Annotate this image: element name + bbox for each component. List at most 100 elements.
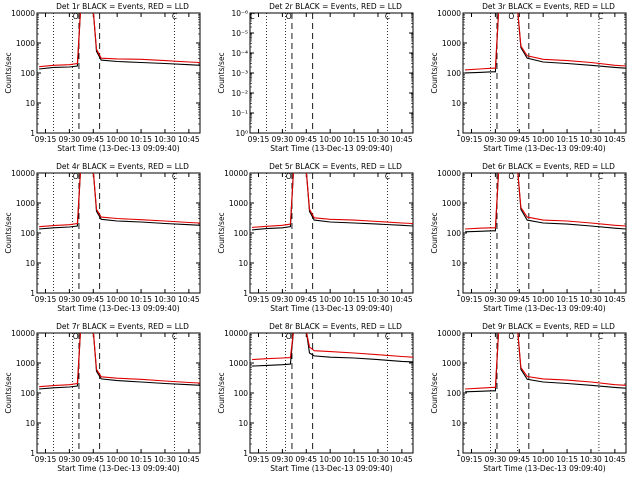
x-axis-label: Start Time (13-Dec-13 09:09:40) (57, 304, 179, 313)
y-tick-label: 100 (21, 229, 36, 238)
x-tick-label: 09:15 (248, 295, 270, 304)
y-tick-label: 10 (238, 259, 248, 268)
x-tick-label: 10:45 (391, 135, 413, 144)
y-tick-label: 10000 (437, 169, 461, 178)
x-tick-label: 10:00 (319, 455, 341, 464)
marker-label: C (385, 12, 390, 21)
x-tick-label: 10:45 (604, 455, 626, 464)
x-tick-label: 10:30 (154, 295, 176, 304)
series-line (252, 173, 413, 231)
x-tick-label: 10:15 (556, 295, 578, 304)
chart-title: Det 4r BLACK = Events, RED = LLD (56, 162, 189, 171)
y-tick-label: 10 (451, 99, 461, 108)
series-line (252, 333, 413, 361)
chart-title: Det 9r BLACK = Events, RED = LLD (482, 322, 615, 331)
y-tick-label: 1 (30, 129, 35, 138)
x-tick-label: 09:30 (272, 295, 294, 304)
plot-frame (462, 172, 627, 294)
chart-title: Det 7r BLACK = Events, RED = LLD (56, 322, 189, 331)
chart-panel: Det 3r BLACK = Events, RED = LLD 10000 10 0… (430, 2, 627, 153)
x-tick-label: 10:45 (604, 135, 626, 144)
series-line (465, 13, 626, 74)
y-tick-label: 100 (21, 69, 36, 78)
chart-panel: Det 7r BLACK = Events, RED = LLD10000100… (4, 322, 201, 473)
x-tick-label: 10:15 (556, 455, 578, 464)
x-tick-label: 09:45 (295, 455, 317, 464)
y-tick-label: 10000 (11, 169, 35, 178)
x-tick-label: 09:45 (508, 455, 530, 464)
x-tick-label: 10:30 (580, 455, 602, 464)
y-tick-label: 100 (447, 389, 462, 398)
x-tick-label: 09:45 (295, 295, 317, 304)
x-tick-label: 10:30 (580, 295, 602, 304)
y-tick-label: 10⁻² (231, 89, 248, 98)
x-tick-label: 10:00 (532, 295, 554, 304)
marker-label: O (508, 332, 514, 341)
x-axis-label: Start Time (13-Dec-13 09:09:40) (270, 144, 392, 153)
plot-frame (249, 172, 414, 294)
y-axis-label: Counts/sec (217, 52, 226, 93)
plot-frame (249, 12, 414, 134)
y-tick-label: 10 (25, 419, 35, 428)
x-tick-label: 09:45 (82, 295, 104, 304)
chart-title: Det 3r BLACK = Events, RED = LLD (482, 2, 615, 11)
chart-title: Det 1r BLACK = Events, RED = LLD (56, 2, 189, 11)
marker-label: O (286, 172, 292, 181)
y-tick-label: 1 (30, 449, 35, 458)
y-tick-label: 10000 (224, 329, 248, 338)
x-tick-label: 10:45 (178, 295, 200, 304)
plot-frame (462, 12, 627, 134)
series-line (465, 333, 626, 390)
marker-label: O (73, 172, 79, 181)
x-tick-label: 09:45 (508, 295, 530, 304)
y-tick-label: 10 (25, 259, 35, 268)
x-tick-label: 10:15 (130, 295, 152, 304)
marker-label: C (249, 12, 254, 21)
x-tick-label: 09:45 (295, 135, 317, 144)
y-tick-label: 10⁻¹ (231, 109, 248, 118)
y-tick-label: 10000 (437, 329, 461, 338)
x-tick-label: 10:30 (367, 295, 389, 304)
chart-title: Det 8r BLACK = Events, RED = LLD (269, 322, 402, 331)
plot-frame (36, 172, 201, 294)
y-tick-label: 10000 (437, 9, 461, 18)
x-tick-label: 09:30 (485, 135, 507, 144)
x-tick-label: 10:45 (604, 295, 626, 304)
y-tick-label: 1 (456, 289, 461, 298)
chart-panel: Det 5r BLACK = Events, RED = LLD10000100… (217, 162, 414, 313)
y-tick-label: 1000 (229, 359, 248, 368)
y-axis-label: Counts/sec (430, 52, 439, 93)
marker-label: C (598, 12, 603, 21)
series-line (465, 333, 626, 393)
series-line (39, 333, 200, 388)
x-tick-label: 10:00 (106, 455, 128, 464)
y-tick-label: 10 (238, 419, 248, 428)
y-tick-label: 10⁻⁶ (231, 9, 248, 18)
x-tick-label: 10:15 (343, 135, 365, 144)
y-tick-label: 100 (21, 389, 36, 398)
y-axis-label: Counts/sec (217, 212, 226, 253)
marker-label: C (385, 332, 390, 341)
marker-label: C (385, 172, 390, 181)
series-line (465, 173, 626, 230)
y-tick-label: 100 (447, 229, 462, 238)
y-axis-label: Counts/sec (217, 372, 226, 413)
x-tick-label: 09:30 (485, 455, 507, 464)
series-line (252, 333, 413, 367)
y-tick-label: 10000 (11, 329, 35, 338)
x-tick-label: 09:30 (59, 455, 81, 464)
marker-label: C (172, 332, 177, 341)
y-tick-label: 1 (456, 449, 461, 458)
y-tick-label: 1000 (16, 39, 35, 48)
x-tick-label: 09:15 (248, 455, 270, 464)
chart-title: Det 2r BLACK = Events, RED = LLD (269, 2, 402, 11)
x-tick-label: 10:45 (178, 455, 200, 464)
x-tick-label: 10:00 (106, 135, 128, 144)
y-tick-label: 10⁰ (235, 129, 248, 138)
y-tick-label: 10 (451, 419, 461, 428)
plot-frame (36, 12, 201, 134)
y-axis-label: Counts/sec (4, 52, 13, 93)
x-tick-label: 10:30 (367, 455, 389, 464)
x-tick-label: 10:45 (178, 135, 200, 144)
